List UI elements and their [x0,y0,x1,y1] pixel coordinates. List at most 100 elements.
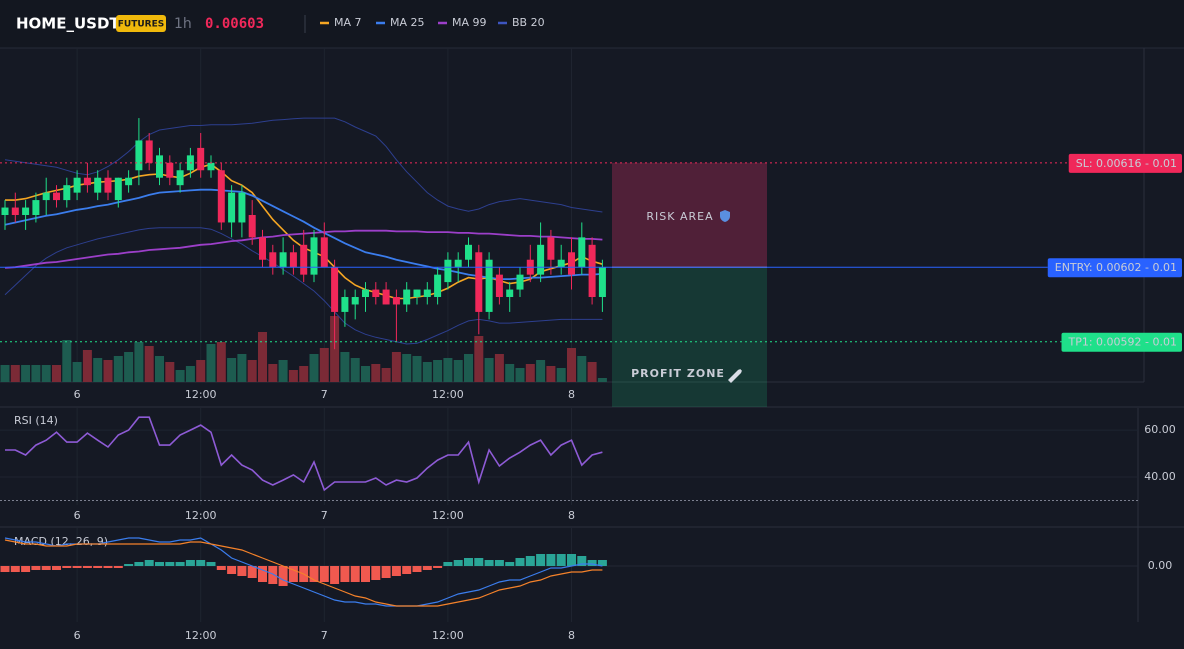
candle-body [83,177,91,186]
candle-body [207,162,215,171]
candle-body [166,162,174,178]
macd-histogram-bar [556,554,566,566]
candle-body [413,289,421,298]
macd-histogram-bar [124,564,134,566]
volume-bar [185,366,195,382]
macd-histogram-bar [597,560,607,566]
macd-histogram-bar [196,560,206,566]
candle-body [465,244,472,260]
risk-zone [612,162,767,268]
macd-histogram-bar [505,562,515,566]
macd-histogram-bar [31,566,41,570]
macd-histogram-bar [515,558,525,566]
candle-body [259,237,266,260]
macd-histogram-bar [216,566,226,570]
candle-body [341,297,349,312]
symbol: HOME_USDT [16,15,120,33]
volume-bar [556,368,566,382]
volume-bar [237,354,247,382]
x-tick-label: 8 [568,388,575,401]
candle-body [444,259,452,283]
y-tick-label: 0.00 [1148,559,1173,572]
candle-body [289,252,297,268]
candle-body [1,207,9,215]
level-tag-bg [1047,258,1182,278]
volume-bar [288,370,298,382]
volume-bar [340,352,350,382]
macd-histogram-bar [72,566,82,568]
candle-body [248,215,256,238]
macd-histogram-bar [412,566,422,572]
macd-histogram-bar [247,566,257,578]
volume-bar [144,346,154,382]
macd-histogram-bar [278,566,288,586]
macd-histogram-bar [0,566,10,572]
volume-bar [21,365,31,382]
volume-bar [381,368,391,382]
volume-bar [515,368,525,382]
x-tick-label: 12:00 [185,509,217,522]
level-tag-label: ENTRY: 0.00602 - 0.01 [1055,261,1177,274]
volume-bar [319,348,329,382]
x-tick-label: 12:00 [185,629,217,642]
volume-bar [577,356,587,382]
volume-bar [134,342,144,382]
candle-body [588,244,596,298]
candle-body [578,237,586,268]
candle-body [598,267,606,298]
bb-lower [4,227,603,345]
interval: 1h [174,16,192,32]
candle-body [362,289,369,298]
badge-bg [116,15,166,32]
volume-bar [474,336,484,382]
badge: FUTURES [118,20,164,30]
macd-histogram-bar [134,562,144,566]
volume-bar [175,370,185,382]
volume-bar [31,365,41,382]
candle-body [351,297,359,305]
legend-label: MA 7 [334,16,362,29]
volume-bar [278,360,288,382]
volume-bar [371,364,381,382]
x-tick-label: 8 [568,629,575,642]
macd-histogram-bar [371,566,381,580]
macd-histogram-bar [62,566,72,568]
candle-body [42,192,50,201]
level-tag-label: SL: 0.00616 - 0.01 [1076,157,1177,170]
volume-bar [309,354,319,382]
volume-bar [412,356,422,382]
volume-bar [10,365,20,382]
volume-bar [453,360,463,382]
macd-histogram-bar [82,566,92,568]
macd-histogram-bar [577,556,587,566]
level-tag: TP1: 0.00592 - 0.01 [1061,332,1182,352]
volume-bar [113,356,123,382]
macd-histogram-bar [319,566,329,582]
legend-label: MA 25 [390,16,425,29]
volume-bar [350,358,360,382]
macd-histogram-bar [227,566,237,574]
candle-body [145,140,153,163]
macd-histogram-bar [587,560,597,566]
macd-histogram-bar [525,556,535,566]
level-tag-bg [1068,153,1182,173]
candle-body [372,289,380,298]
candle-body [104,177,112,193]
macd-histogram-bar [10,566,20,572]
volume-bar [536,360,546,382]
macd-histogram-bar [258,566,267,582]
x-tick-label: 7 [321,629,328,642]
macd-histogram-bar [144,560,154,566]
macd-histogram-bar [494,560,504,566]
candle-body [454,259,462,268]
candle-body [22,207,30,215]
candle-body [434,274,442,298]
candle-body [135,140,143,171]
candle-body [238,192,246,223]
volume-bar [155,356,164,382]
x-tick-label: 7 [321,509,328,522]
volume-bar [82,350,92,382]
candle-body [300,244,308,275]
candle-body [228,192,236,223]
macd-histogram-bar [41,566,51,570]
